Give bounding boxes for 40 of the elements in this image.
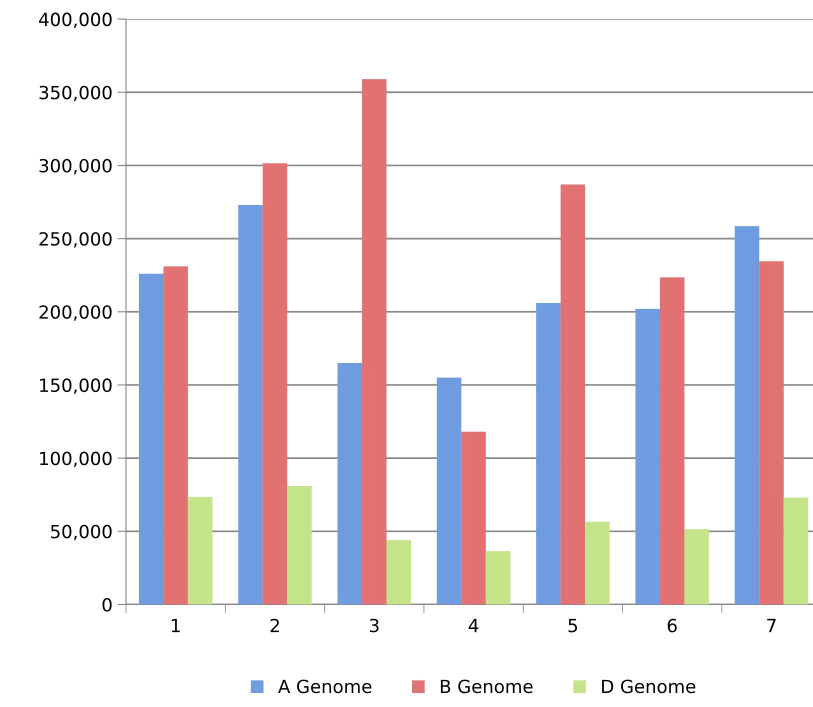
bar: [436, 378, 462, 604]
y-tick-label: 400,000: [39, 12, 112, 28]
bar: [461, 432, 486, 604]
bar: [188, 496, 212, 604]
bar: [759, 261, 784, 604]
legend-label: B Genome: [440, 680, 533, 694]
y-tick-label: 150,000: [40, 378, 112, 394]
bar: [238, 204, 263, 604]
legend-label: A Genome: [278, 680, 372, 694]
bar: [138, 274, 164, 604]
bar: [635, 308, 660, 604]
bar: [660, 277, 684, 604]
legend-label: D Genome: [602, 680, 696, 694]
bar: [684, 529, 709, 604]
x-tick-label: 7: [767, 618, 776, 632]
bar: [560, 184, 586, 604]
y-tick-label: 50,000: [51, 524, 112, 540]
y-tick-label: 300,000: [40, 158, 112, 174]
bar: [784, 498, 808, 604]
bar: [262, 163, 288, 604]
y-tick-label: 0: [102, 598, 112, 612]
bar: [362, 79, 387, 604]
bar: [486, 551, 510, 604]
bar: [585, 522, 610, 604]
bar: [163, 266, 188, 604]
y-tick-label: 350,000: [40, 86, 112, 102]
x-tick-label: 6: [668, 618, 677, 632]
x-tick-label: 3: [370, 618, 379, 632]
bar: [536, 303, 561, 604]
y-tick-label: 250,000: [39, 232, 112, 248]
bar: [386, 540, 412, 604]
x-tick-label: 1: [172, 618, 180, 632]
bar: [287, 486, 312, 604]
x-tick-label: 5: [568, 618, 578, 632]
x-tick-label: 4: [468, 618, 478, 632]
y-tick-label: 100,000: [40, 452, 112, 468]
y-tick-label: 200,000: [39, 305, 112, 321]
bar: [734, 226, 760, 604]
x-tick-label: 2: [270, 618, 279, 632]
bar: [338, 363, 362, 604]
